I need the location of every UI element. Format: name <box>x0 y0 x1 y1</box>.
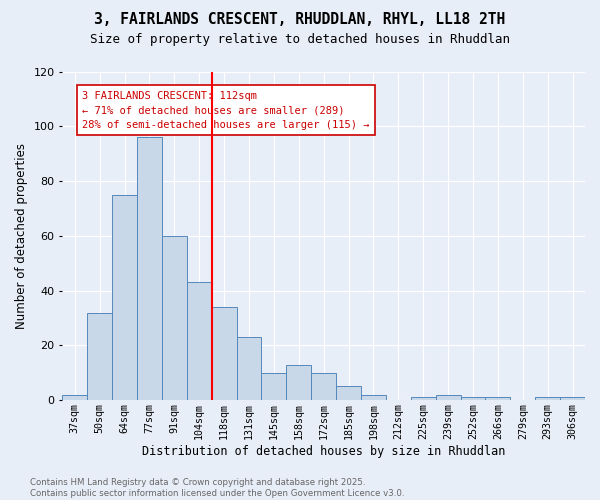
Bar <box>535 398 560 400</box>
Bar <box>436 394 461 400</box>
Bar <box>485 398 511 400</box>
Bar <box>286 364 311 400</box>
Bar <box>461 398 485 400</box>
Bar <box>62 394 87 400</box>
Bar <box>262 373 286 400</box>
Bar <box>137 137 162 400</box>
Bar <box>212 307 236 400</box>
Text: 3, FAIRLANDS CRESCENT, RHUDDLAN, RHYL, LL18 2TH: 3, FAIRLANDS CRESCENT, RHUDDLAN, RHYL, L… <box>94 12 506 28</box>
Bar <box>336 386 361 400</box>
Bar <box>112 194 137 400</box>
Bar <box>87 312 112 400</box>
Bar <box>162 236 187 400</box>
Y-axis label: Number of detached properties: Number of detached properties <box>15 143 28 329</box>
Bar <box>560 398 585 400</box>
Bar <box>411 398 436 400</box>
Bar <box>361 394 386 400</box>
X-axis label: Distribution of detached houses by size in Rhuddlan: Distribution of detached houses by size … <box>142 444 505 458</box>
Text: Contains HM Land Registry data © Crown copyright and database right 2025.
Contai: Contains HM Land Registry data © Crown c… <box>30 478 404 498</box>
Bar <box>311 373 336 400</box>
Bar <box>187 282 212 400</box>
Text: 3 FAIRLANDS CRESCENT: 112sqm
← 71% of detached houses are smaller (289)
28% of s: 3 FAIRLANDS CRESCENT: 112sqm ← 71% of de… <box>82 90 370 130</box>
Text: Size of property relative to detached houses in Rhuddlan: Size of property relative to detached ho… <box>90 32 510 46</box>
Bar <box>236 337 262 400</box>
